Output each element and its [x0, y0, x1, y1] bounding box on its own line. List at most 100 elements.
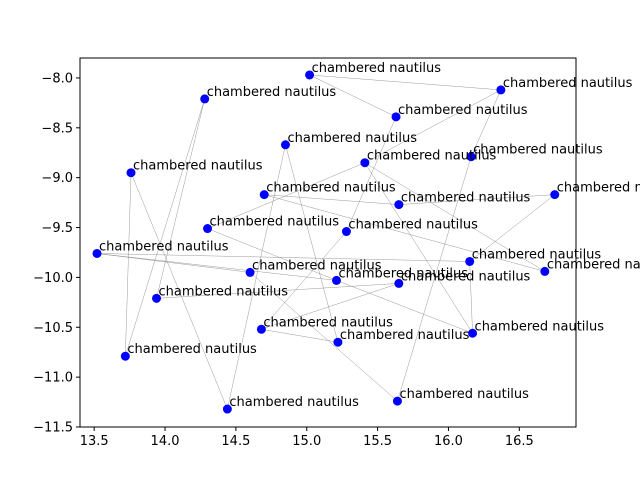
data-points	[92, 70, 560, 414]
y-tick-label: −11.5	[33, 421, 73, 436]
connection-line	[346, 116, 397, 232]
point-label: chambered nautilus	[210, 215, 340, 230]
point-label: chambered nautilus	[473, 143, 603, 158]
connection-line	[261, 231, 347, 330]
connection-line	[261, 283, 399, 330]
connection-line	[264, 194, 545, 272]
connection-line	[207, 162, 365, 229]
connection-line	[125, 98, 205, 357]
data-point	[394, 200, 404, 210]
data-point	[394, 278, 404, 288]
point-label: chambered nautilus	[340, 328, 470, 343]
connection-line	[207, 228, 337, 281]
point-label: chambered nautilus	[398, 103, 528, 118]
point-label: chambered nautilus	[229, 395, 359, 410]
connection-line	[249, 272, 398, 402]
x-tick-label: 16.5	[505, 434, 534, 449]
y-tick-label: −10.0	[33, 271, 73, 286]
connection-lines	[96, 74, 555, 410]
plot-frame	[79, 57, 577, 428]
point-label: chambered nautilus	[503, 76, 633, 91]
data-point	[120, 351, 130, 361]
point-label: chambered nautilus	[472, 247, 602, 262]
data-point	[465, 256, 475, 266]
data-point	[333, 337, 343, 347]
point-label: chambered nautilus	[367, 149, 497, 164]
data-point	[391, 112, 401, 122]
y-tick-label: −10.5	[33, 321, 73, 336]
data-point	[496, 85, 506, 95]
point-label: chambered nautilus	[287, 131, 417, 146]
point-label: chambered nautilus	[252, 258, 382, 273]
x-tick-label: 16.0	[434, 434, 463, 449]
connection-line	[96, 253, 251, 273]
x-axis-ticks: 13.5 14.0 14.5 15.0 15.5 16.0 16.5	[80, 427, 534, 449]
connection-line	[364, 89, 502, 163]
point-label: chambered nautilus	[312, 61, 442, 76]
data-point	[222, 404, 232, 414]
point-label: chambered nautilus	[266, 181, 396, 196]
point-label: chambered nautilus	[339, 266, 469, 281]
point-label: chambered nautilus	[399, 387, 529, 402]
point-label: chambered nautilus	[401, 191, 531, 206]
data-point	[200, 94, 210, 104]
y-tick-label: −9.5	[41, 221, 73, 236]
data-point	[392, 396, 402, 406]
point-label: chambered nautilus	[547, 257, 640, 272]
data-point	[540, 266, 550, 276]
connection-line	[156, 283, 399, 299]
x-tick-label: 14.0	[151, 434, 180, 449]
y-tick-label: −11.0	[33, 371, 73, 386]
connection-line	[364, 162, 545, 272]
connection-line	[309, 74, 501, 91]
connection-line	[227, 144, 286, 410]
data-point	[259, 190, 269, 200]
data-point	[468, 328, 478, 338]
data-point	[256, 324, 266, 334]
point-label: chambered nautilus	[207, 85, 337, 100]
connection-line	[125, 172, 132, 357]
point-label: chambered nautilus	[557, 181, 640, 196]
data-point	[203, 224, 213, 234]
point-label: chambered nautilus	[159, 284, 289, 299]
point-label: chambered nautilus	[127, 342, 257, 357]
y-tick-label: −9.0	[41, 171, 73, 186]
connection-line	[398, 194, 555, 205]
connection-line	[130, 172, 228, 410]
connection-line	[261, 329, 338, 343]
y-tick-label: −8.0	[41, 71, 73, 86]
connection-line	[469, 261, 473, 334]
x-tick-label: 15.0	[292, 434, 321, 449]
connection-line	[309, 74, 397, 118]
y-tick-label: −8.5	[41, 121, 73, 136]
point-label: chambered nautilus	[263, 315, 393, 330]
connection-line	[397, 156, 472, 402]
point-label: chambered nautilus	[348, 218, 478, 233]
data-point	[152, 293, 162, 303]
y-axis-ticks: −8.0 −8.5 −9.0 −9.5 −10.0 −10.5 −11.0 −11.5	[33, 71, 80, 436]
x-tick-label: 15.5	[363, 434, 392, 449]
connection-line	[336, 280, 473, 334]
data-point	[332, 275, 342, 285]
data-point	[280, 140, 290, 150]
point-label: chambered nautilus	[401, 269, 531, 284]
data-point	[341, 227, 351, 237]
data-point	[550, 190, 560, 200]
x-tick-label: 14.5	[221, 434, 250, 449]
x-tick-label: 13.5	[80, 434, 109, 449]
connection-line	[364, 162, 473, 334]
data-point	[126, 168, 136, 178]
point-label: chambered nautilus	[99, 239, 229, 254]
connection-line	[470, 89, 502, 157]
point-label: chambered nautilus	[475, 319, 605, 334]
data-point	[466, 152, 476, 162]
point-label: chambered nautilus	[133, 159, 263, 174]
data-point	[360, 158, 370, 168]
data-point	[92, 248, 102, 258]
connection-line	[469, 194, 555, 262]
data-point	[245, 267, 255, 277]
data-point	[305, 70, 315, 80]
connection-line	[285, 144, 339, 343]
